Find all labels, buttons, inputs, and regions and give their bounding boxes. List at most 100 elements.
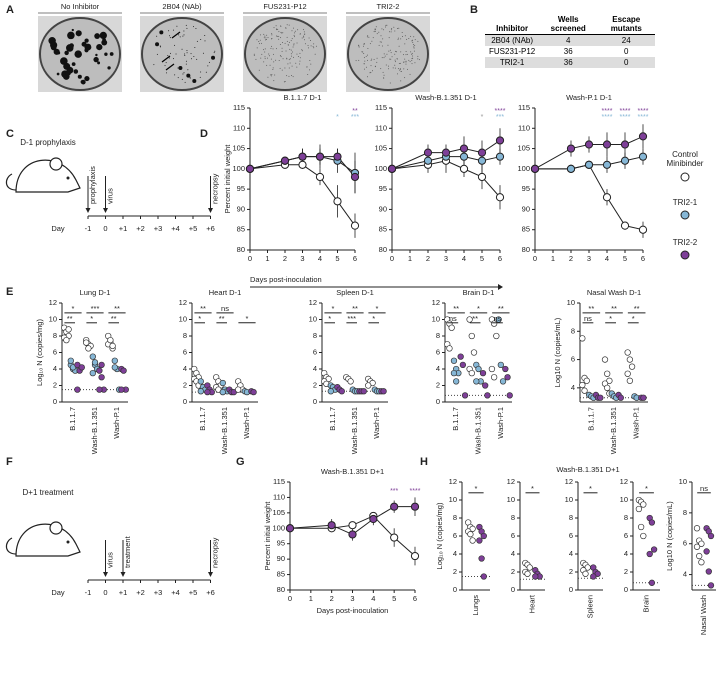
colony: [56, 72, 60, 76]
colony: [189, 76, 191, 78]
colony: [313, 47, 315, 49]
colony: [307, 73, 309, 75]
data-point: [473, 378, 480, 385]
colony: [362, 51, 364, 53]
colony: [294, 32, 296, 34]
colony: [413, 46, 415, 48]
data-point: [285, 524, 295, 533]
data-point: [369, 514, 378, 524]
colony: [282, 58, 284, 60]
y-tick-label: 8: [511, 513, 515, 522]
plate-label: No Inhibitor: [61, 2, 100, 11]
data-point: [597, 394, 604, 401]
data-point: [338, 388, 345, 395]
colony: [303, 39, 305, 41]
colony: [367, 48, 369, 50]
colony: [297, 29, 299, 31]
significance: ***: [351, 114, 359, 121]
colony: [402, 54, 404, 56]
data-point: [78, 364, 85, 371]
y-tick-label: 4: [183, 364, 187, 373]
y-tick-label: 90: [379, 204, 387, 213]
colony: [393, 26, 395, 28]
colony: [213, 52, 215, 54]
data-point: [488, 365, 496, 373]
colony: [278, 35, 280, 37]
y-tick-label: 6: [511, 531, 515, 540]
colony: [408, 37, 410, 39]
y-tick-label: 8: [453, 513, 457, 522]
x-tick-label: Wash-P.1: [632, 407, 641, 439]
colony: [187, 69, 189, 71]
colony: [211, 55, 216, 60]
data-point: [628, 363, 636, 370]
significance: ns: [449, 314, 457, 323]
significance: **: [611, 304, 617, 313]
data-point: [380, 388, 387, 395]
data-point: [235, 386, 242, 393]
significance: ****: [410, 488, 421, 495]
series-line: [535, 164, 644, 231]
significance: ns: [700, 484, 708, 493]
colony: [155, 42, 160, 47]
colony: [64, 50, 69, 56]
data-point: [478, 555, 485, 562]
data-point: [446, 345, 453, 352]
significance: ****: [638, 108, 649, 115]
event-arrowhead: [103, 208, 108, 213]
colony: [53, 48, 60, 55]
y-tick-label: 8: [683, 508, 687, 517]
colony: [285, 27, 287, 29]
colony: [71, 28, 74, 32]
significance: ****: [495, 108, 506, 115]
colony: [387, 44, 389, 46]
x-tick-label: Wash-B.1.351: [609, 407, 618, 454]
colony: [160, 46, 162, 48]
data-point: [470, 349, 478, 356]
x-tick-label: Wash-B.1.351: [90, 407, 99, 454]
colony: [389, 49, 391, 51]
colony: [412, 44, 414, 46]
data-point: [707, 532, 715, 540]
colony: [284, 67, 286, 69]
table-cell: 4: [566, 36, 571, 45]
significance: **: [352, 108, 358, 115]
colony: [398, 27, 400, 29]
timeline-day: +3: [154, 224, 163, 233]
y-tick-label: 10: [49, 314, 57, 323]
colony: [101, 39, 108, 46]
escape-table: Inhibitor Wells screened Escape mutants 2B0…: [485, 14, 656, 68]
colony: [167, 54, 169, 56]
plate-well: [244, 17, 326, 91]
data-point: [109, 342, 116, 350]
data-point: [459, 152, 469, 161]
colony: [408, 59, 410, 61]
data-point: [89, 369, 96, 377]
y-tick-label: 0: [436, 397, 440, 406]
colony: [207, 65, 209, 67]
timeline-day: +2: [136, 588, 145, 597]
colony: [66, 44, 74, 52]
colony: [294, 30, 296, 32]
colony: [309, 60, 311, 62]
colony: [404, 58, 406, 60]
colony: [390, 58, 392, 60]
colony: [417, 55, 419, 57]
data-point: [620, 156, 630, 165]
colony: [199, 76, 201, 78]
colony: [413, 47, 415, 49]
significance: *: [609, 314, 612, 323]
data-point: [96, 367, 103, 374]
data-point: [468, 369, 475, 377]
timeline-day: +5: [189, 588, 198, 597]
data-point: [524, 570, 531, 577]
colony: [372, 37, 374, 39]
colony: [214, 50, 216, 52]
data-point: [315, 152, 325, 161]
colony: [275, 59, 277, 61]
y-tick-label: 90: [237, 204, 245, 213]
table-cell: 36: [563, 58, 573, 67]
colony: [370, 59, 372, 61]
data-point: [74, 386, 81, 393]
